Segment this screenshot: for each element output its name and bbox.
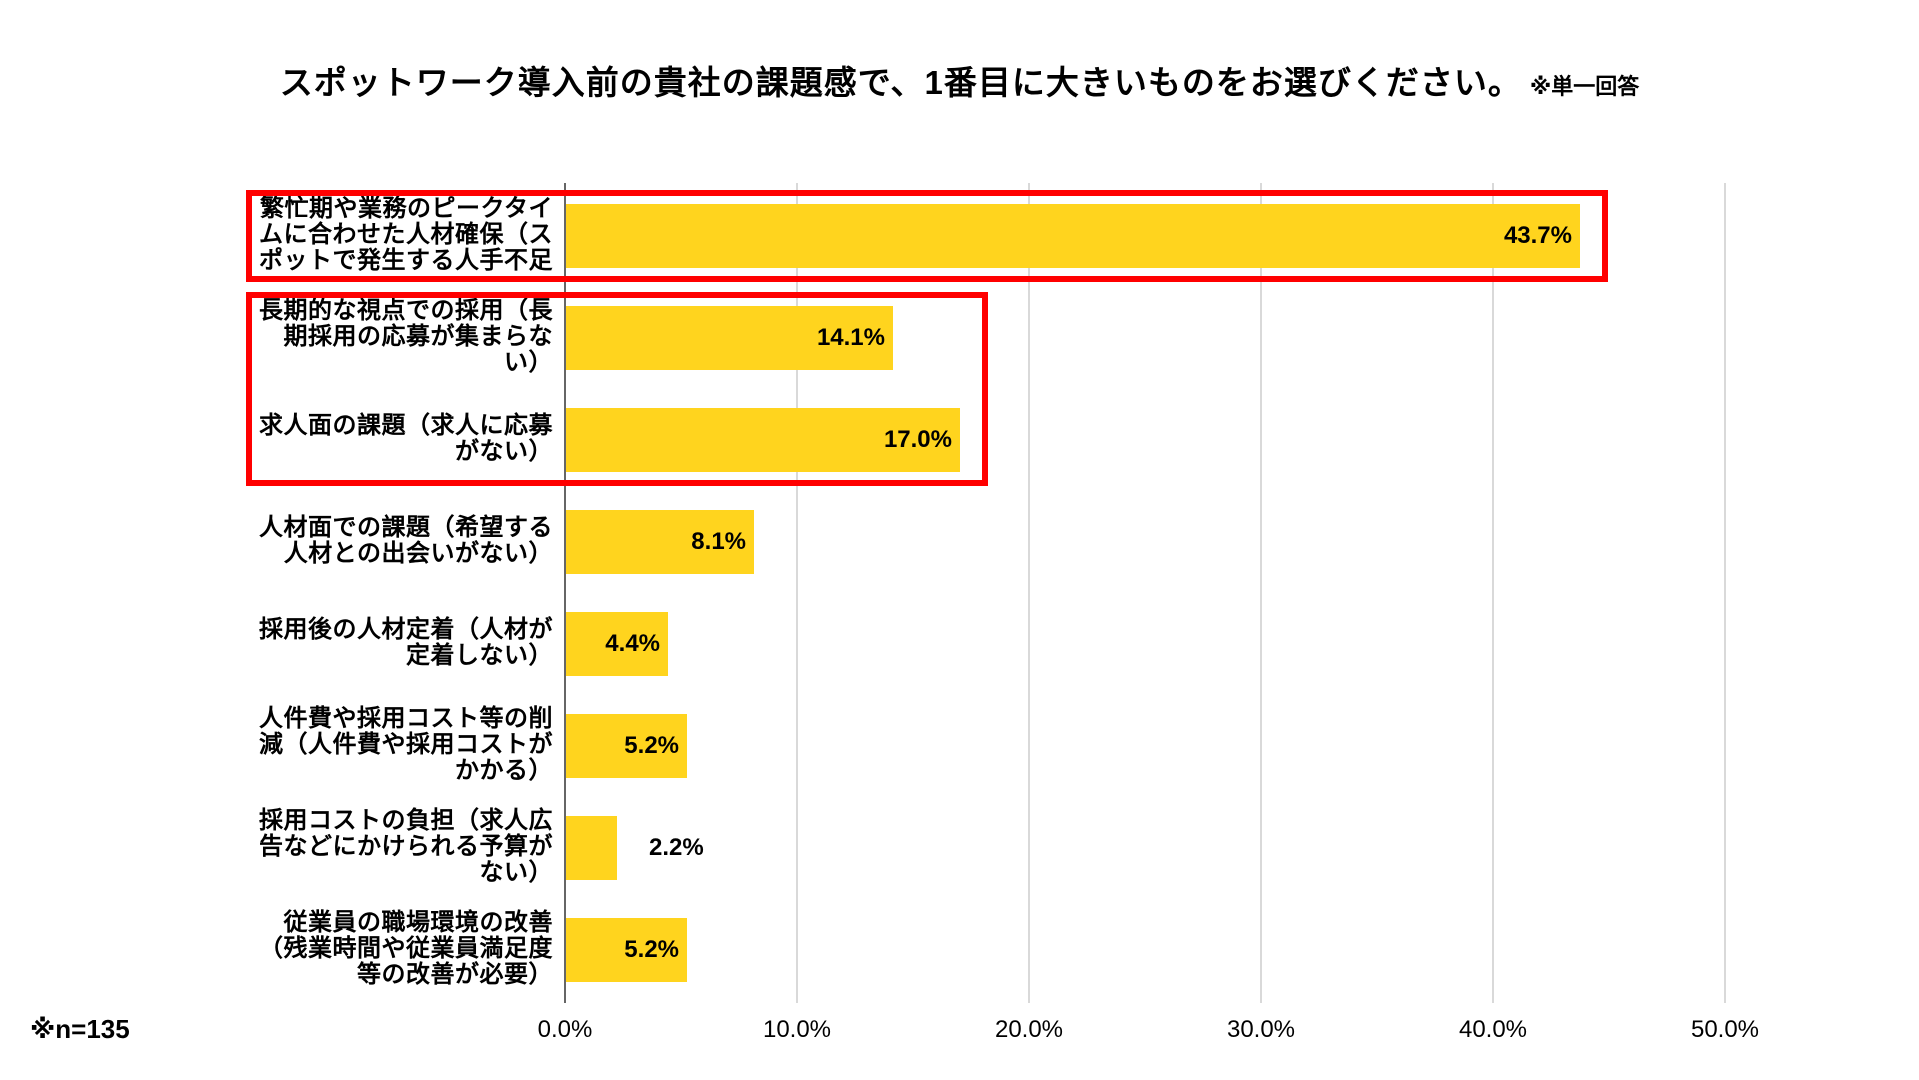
x-axis-tick-label: 20.0%	[994, 1016, 1064, 1043]
category-label: 長期的な視点での採用（長 期採用の応募が集まらな い）	[240, 298, 553, 376]
gridline	[1028, 183, 1030, 1003]
sample-size-note: ※n=135	[30, 1014, 130, 1044]
category-label: 求人面の課題（求人に応募 がない）	[240, 413, 553, 465]
category-label-line: 採用コストの負担（求人広	[259, 807, 553, 834]
highlight-box	[246, 292, 988, 486]
category-label: 人材面での課題（希望する 人材との出会いがない）	[240, 515, 553, 567]
gridline	[1260, 183, 1262, 1003]
category-label-line: 人材との出会いがない）	[283, 540, 553, 567]
category-label: 採用後の人材定着（人材が 定着しない）	[240, 617, 553, 669]
bar: 43.7%	[566, 204, 1580, 268]
chart-title-note: ※単一回答	[1529, 74, 1640, 99]
bar: 2.2%	[566, 816, 704, 880]
bar: 14.1%	[566, 306, 893, 370]
category-label: 採用コストの負担（求人広 告などにかけられる予算が ない）	[240, 808, 553, 886]
bar: 5.2%	[566, 918, 687, 982]
category-label-line: 人材面での課題（希望する	[259, 514, 553, 541]
value-label: 5.2%	[624, 936, 679, 963]
y-axis-line	[564, 183, 566, 1003]
category-label-line: 繁忙期や業務のピークタイ	[259, 195, 553, 222]
category-label-line: 採用後の人材定着（人材が	[259, 616, 553, 643]
category-label-line: （残業時間や従業員満足度	[259, 935, 553, 962]
category-label-line: 人件費や採用コスト等の削	[259, 705, 553, 732]
category-label-line: 期採用の応募が集まらな	[283, 323, 553, 350]
category-label-line: ない）	[479, 859, 553, 886]
category-label-line: ムに合わせた人材確保（ス	[259, 221, 553, 248]
category-label-line: い）	[504, 349, 553, 376]
category-label: 繁忙期や業務のピークタイ ムに合わせた人材確保（ス ポットで発生する人手不足	[240, 196, 553, 274]
bar: 17.0%	[566, 408, 960, 472]
gridline	[796, 183, 798, 1003]
value-label: 17.0%	[883, 426, 952, 453]
chart-title-text: スポットワーク導入前の貴社の課題感で、1番目に大きいものをお選びください。	[279, 64, 1522, 101]
category-label: 従業員の職場環境の改善 （残業時間や従業員満足度 等の改善が必要）	[240, 910, 553, 988]
category-label: 人件費や採用コスト等の削 減（人件費や採用コストが かかる）	[240, 706, 553, 784]
gridline	[1724, 183, 1726, 1003]
x-axis-tick-label: 40.0%	[1458, 1016, 1528, 1043]
value-label: 4.4%	[605, 630, 660, 657]
category-label-line: 等の改善が必要）	[357, 961, 553, 988]
value-label: 8.1%	[691, 528, 746, 555]
category-label-line: ポットで発生する人手不足	[259, 247, 553, 274]
category-label-line: 定着しない）	[406, 642, 553, 669]
highlight-box	[246, 190, 1608, 282]
category-label-line: 求人面の課題（求人に応募	[259, 412, 553, 439]
chart-title: スポットワーク導入前の貴社の課題感で、1番目に大きいものをお選びください。 ※単一…	[0, 56, 1919, 104]
category-label-line: かかる）	[455, 757, 553, 784]
category-label-line: 告などにかけられる予算が	[259, 833, 553, 860]
category-label-line: がない）	[455, 438, 553, 465]
x-axis-tick-label: 30.0%	[1226, 1016, 1296, 1043]
bar: 8.1%	[566, 510, 754, 574]
value-label: 14.1%	[816, 324, 885, 351]
bar: 4.4%	[566, 612, 668, 676]
category-label-line: 減（人件費や採用コストが	[259, 731, 553, 758]
x-axis-tick-label: 10.0%	[762, 1016, 832, 1043]
value-label: 2.2%	[649, 834, 704, 861]
bar: 5.2%	[566, 714, 687, 778]
x-axis-tick-label: 50.0%	[1690, 1016, 1760, 1043]
x-axis-tick-label: 0.0%	[537, 1016, 593, 1043]
value-label: 43.7%	[1503, 222, 1572, 249]
category-label-line: 従業員の職場環境の改善	[283, 909, 553, 936]
value-label: 5.2%	[624, 732, 679, 759]
category-label-line: 長期的な視点での採用（長	[259, 297, 553, 324]
gridline	[1492, 183, 1494, 1003]
